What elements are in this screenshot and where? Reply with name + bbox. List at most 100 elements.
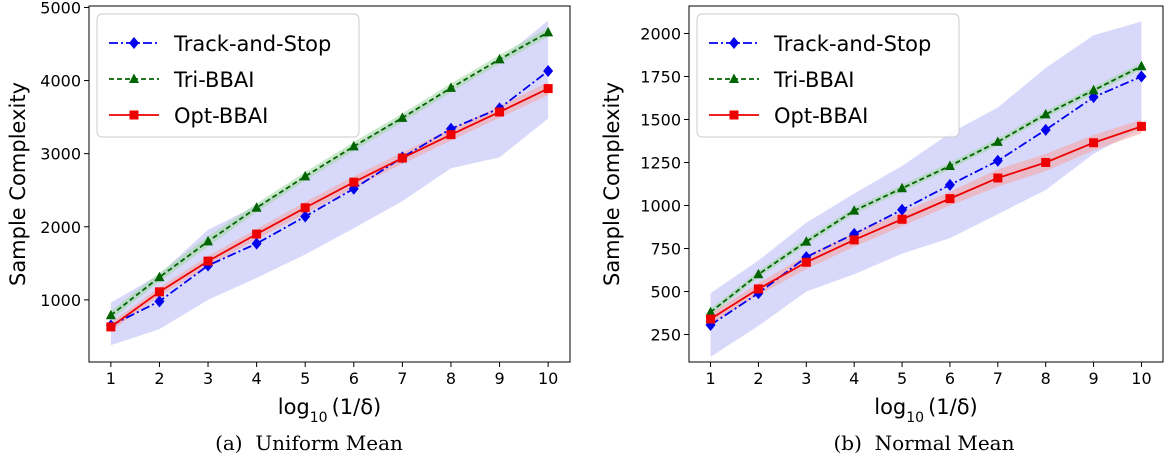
- legend-marker-tri: [729, 73, 739, 83]
- band-opt: [710, 119, 1142, 325]
- point-tri: [543, 26, 554, 37]
- legend-label-tri: Tri-BBAI: [773, 68, 854, 92]
- series-line-opt: [710, 125, 1142, 320]
- point-opt: [993, 173, 1003, 183]
- y-axis-label: Sample Complexity: [6, 82, 30, 286]
- y-tick-label: 750: [650, 239, 681, 258]
- y-tick-label: 1000: [640, 196, 681, 215]
- x-tick-label: 2: [154, 369, 164, 388]
- point-tri: [705, 306, 716, 317]
- x-tick-label: 5: [300, 369, 310, 388]
- point-opt: [203, 256, 213, 266]
- y-axis-label: Sample Complexity: [600, 82, 624, 286]
- point-tri: [300, 170, 311, 181]
- point-tri: [494, 53, 505, 64]
- point-opt: [753, 284, 763, 294]
- x-tick-label: 3: [203, 369, 213, 388]
- point-opt: [154, 287, 164, 297]
- series-line-tri: [709, 65, 1142, 313]
- point-track: [1136, 70, 1147, 83]
- legend-marker-tri: [129, 73, 139, 83]
- x-tick-label: 4: [252, 369, 262, 388]
- point-opt: [1136, 121, 1146, 131]
- point-track: [1040, 123, 1051, 136]
- x-tick-label: 3: [801, 369, 811, 388]
- point-track: [154, 295, 165, 308]
- point-opt: [252, 229, 262, 239]
- plot-frame: [88, 5, 571, 363]
- x-axis-label: log10 (1/δ): [278, 395, 382, 426]
- figure-caption: (a) Uniform Mean: [215, 431, 403, 455]
- x-tick-label: 10: [1131, 369, 1151, 388]
- legend-label-tri: Tri-BBAI: [173, 68, 254, 92]
- point-opt: [801, 257, 811, 267]
- point-tri: [348, 140, 359, 151]
- point-opt: [349, 177, 359, 187]
- point-track: [944, 178, 955, 191]
- point-opt: [397, 153, 407, 163]
- point-opt: [1089, 138, 1099, 148]
- x-tick-label: 10: [538, 369, 558, 388]
- chart-panel-1: 1 2 3 4 5 6 7 8 9 10 1000 2000 3000 4000 5000 log10 (1/δ…: [6, 0, 571, 455]
- x-tick-label: 2: [753, 369, 763, 388]
- y-tick-label: 2000: [40, 218, 81, 237]
- legend-label-opt: Opt-BBAI: [774, 104, 868, 128]
- y-tick-label: 1000: [40, 291, 81, 310]
- point-track: [251, 237, 262, 250]
- x-tick-label: 7: [397, 369, 407, 388]
- y-tick-label: 4000: [40, 72, 81, 91]
- x-tick-label: 6: [945, 369, 955, 388]
- legend-label-opt: Opt-BBAI: [174, 104, 268, 128]
- point-opt: [300, 203, 310, 213]
- point-track: [897, 203, 908, 216]
- point-tri: [944, 160, 955, 170]
- point-opt: [495, 107, 505, 117]
- point-tri: [203, 235, 214, 246]
- x-tick-label: 8: [1041, 369, 1051, 388]
- band-tri: [110, 27, 549, 320]
- legend-box: [96, 13, 360, 138]
- legend: Track-and-Stop Tri-BBAI Opt-BBAI: [696, 13, 960, 138]
- legend-box: [696, 13, 960, 138]
- y-tick-label: 250: [650, 325, 681, 344]
- x-axis-label: log10 (1/δ): [874, 395, 978, 426]
- point-tri: [397, 112, 408, 122]
- legend-label-track: Track-and-Stop: [773, 32, 931, 56]
- point-track: [543, 65, 554, 78]
- point-tri: [753, 268, 764, 279]
- series-line-tri: [110, 31, 549, 316]
- x-tick-label: 8: [446, 369, 456, 388]
- series-line-track: [110, 70, 549, 327]
- figure-caption: (b) Normal Mean: [834, 431, 1015, 455]
- x-tick-label: 5: [897, 369, 907, 388]
- legend-label-track: Track-and-Stop: [173, 32, 331, 56]
- point-tri: [897, 182, 908, 193]
- x-tick-label: 4: [849, 369, 859, 388]
- x-tick-label: 9: [1088, 369, 1098, 388]
- point-opt: [543, 84, 553, 94]
- x-tick-label: 7: [993, 369, 1003, 388]
- x-tick-label: 9: [494, 369, 504, 388]
- y-tick-label: 3000: [40, 145, 81, 164]
- legend-marker-track: [729, 37, 739, 49]
- point-tri: [105, 309, 116, 320]
- point-tri: [445, 82, 456, 92]
- legend-marker-track: [129, 37, 139, 49]
- y-tick-label: 1750: [640, 68, 681, 87]
- point-tri: [1136, 60, 1147, 71]
- point-opt: [706, 314, 716, 324]
- point-tri: [849, 205, 860, 215]
- series-line-opt: [110, 87, 549, 328]
- y-tick-label: 500: [650, 282, 681, 301]
- point-opt: [849, 235, 859, 245]
- point-opt: [945, 194, 955, 204]
- point-opt: [1041, 158, 1051, 168]
- point-tri: [251, 202, 262, 212]
- point-opt: [106, 322, 116, 332]
- point-tri: [154, 271, 165, 282]
- x-tick-label: 1: [705, 369, 715, 388]
- point-tri: [1088, 84, 1099, 95]
- point-tri: [1040, 108, 1051, 119]
